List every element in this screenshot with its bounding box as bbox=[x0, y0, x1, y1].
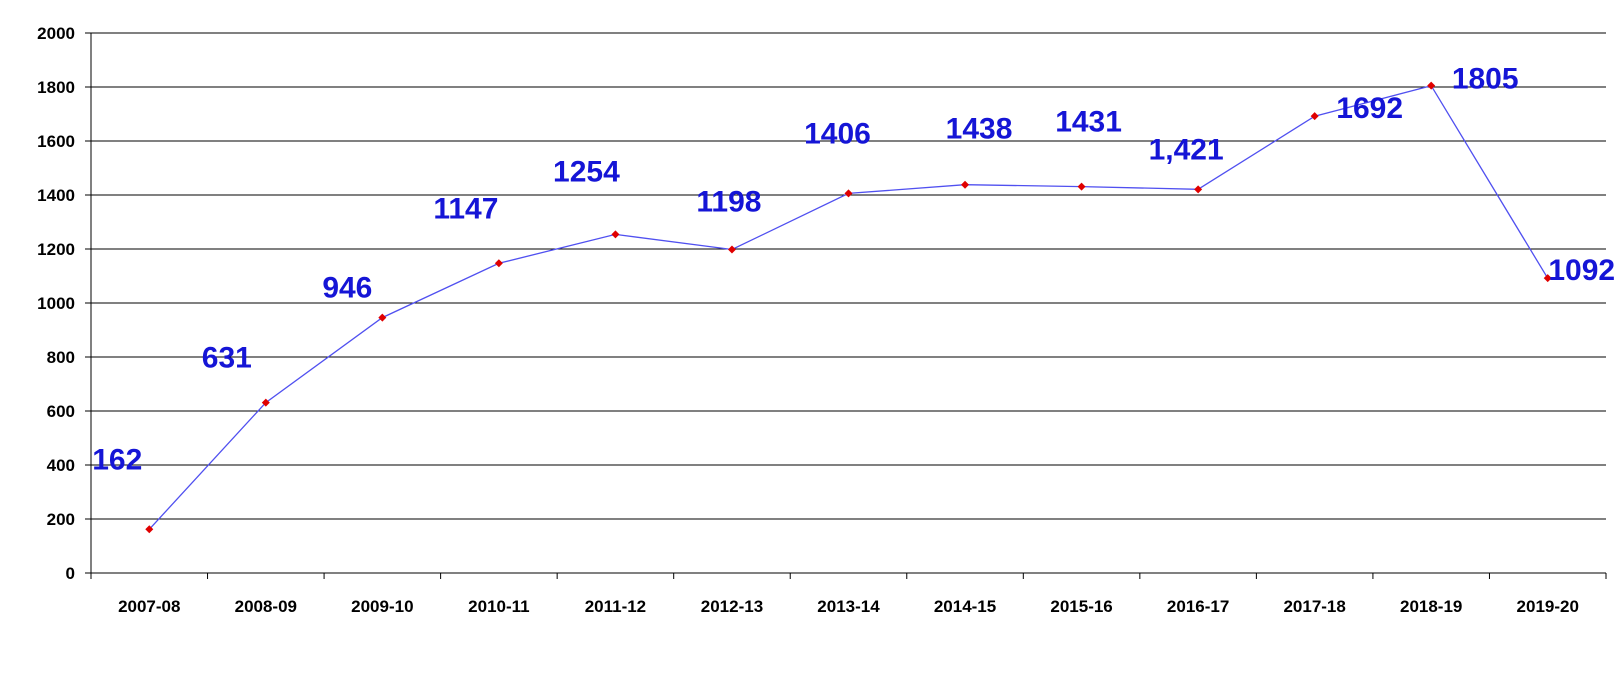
data-label-2007-08: 162 bbox=[92, 443, 142, 476]
x-tick-label-2009-10: 2009-10 bbox=[351, 597, 413, 616]
x-tick-label-2011-12: 2011-12 bbox=[585, 597, 646, 616]
data-label-2014-15: 1438 bbox=[946, 113, 1013, 146]
data-point-2011-12 bbox=[611, 230, 620, 239]
x-tick-label-2007-08: 2007-08 bbox=[118, 597, 180, 616]
series-line-path bbox=[148, 84, 1549, 530]
data-label-2010-11: 1147 bbox=[433, 192, 498, 225]
y-tick-label-2000: 2000 bbox=[37, 24, 75, 43]
axes bbox=[90, 33, 1606, 574]
y-tick-label-1600: 1600 bbox=[37, 132, 75, 151]
data-point-2007-08 bbox=[145, 525, 154, 534]
data-point-2018-19 bbox=[1427, 81, 1436, 90]
x-tick-label-2016-17: 2016-17 bbox=[1167, 597, 1229, 616]
data-label-2013-14: 1406 bbox=[804, 117, 871, 150]
x-tick-label-2018-19: 2018-19 bbox=[1400, 597, 1462, 616]
data-point-2017-18 bbox=[1310, 112, 1319, 121]
x-tick-label-2012-13: 2012-13 bbox=[701, 597, 763, 616]
y-tick-label-800: 800 bbox=[47, 348, 75, 367]
series-line bbox=[148, 84, 1549, 530]
data-label-2017-18: 1692 bbox=[1336, 92, 1403, 125]
data-point-2012-13 bbox=[727, 245, 736, 254]
x-tick-label-2008-09: 2008-09 bbox=[235, 597, 297, 616]
data-point-2019-20 bbox=[1543, 274, 1552, 283]
data-point-2008-09 bbox=[261, 398, 270, 407]
y-tick-label-400: 400 bbox=[47, 456, 75, 475]
data-label-2019-20: 1092 bbox=[1548, 254, 1615, 287]
y-tick-label-0: 0 bbox=[66, 564, 75, 583]
x-axis-ticks: 2007-08 2008-09 2009-10 2010-11 2011-12 2012-… bbox=[90, 573, 1607, 616]
x-tick-label-2010-11: 2010-11 bbox=[468, 597, 529, 616]
data-point-2015-16 bbox=[1077, 182, 1086, 191]
x-tick-label-2015-16: 2015-16 bbox=[1050, 597, 1112, 616]
data-label-2012-13: 1198 bbox=[696, 186, 761, 219]
data-labels: 162 631 946 1147 1254 1198 1406 1438 1431 1,421 16… bbox=[92, 63, 1615, 477]
x-tick-label-2019-20: 2019-20 bbox=[1517, 597, 1579, 616]
x-tick-label-2017-18: 2017-18 bbox=[1283, 597, 1345, 616]
data-label-2009-10: 946 bbox=[322, 272, 372, 305]
x-tick-label-2013-14: 2013-14 bbox=[817, 597, 880, 616]
data-label-2011-12: 1254 bbox=[553, 155, 620, 188]
data-point-2014-15 bbox=[961, 180, 970, 189]
data-label-2018-19: 1805 bbox=[1452, 63, 1519, 96]
gridlines bbox=[91, 32, 1606, 520]
data-label-2008-09: 631 bbox=[202, 342, 252, 375]
y-tick-label-200: 200 bbox=[47, 510, 75, 529]
series-markers bbox=[145, 81, 1552, 534]
data-point-2010-11 bbox=[494, 259, 503, 268]
y-tick-label-1400: 1400 bbox=[37, 186, 75, 205]
y-axis-ticks: 0 200 400 600 800 1000 1200 1400 1600 1800 2000 bbox=[37, 24, 91, 583]
data-point-2016-17 bbox=[1194, 185, 1203, 194]
data-point-2009-10 bbox=[378, 313, 387, 322]
x-tick-label-2014-15: 2014-15 bbox=[934, 597, 996, 616]
y-tick-label-1200: 1200 bbox=[37, 240, 75, 259]
y-tick-label-600: 600 bbox=[47, 402, 75, 421]
data-label-2016-17: 1,421 bbox=[1149, 133, 1224, 166]
data-label-2015-16: 1431 bbox=[1055, 106, 1122, 139]
data-point-2013-14 bbox=[844, 189, 853, 198]
y-tick-label-1800: 1800 bbox=[37, 78, 75, 97]
y-tick-label-1000: 1000 bbox=[37, 294, 75, 313]
